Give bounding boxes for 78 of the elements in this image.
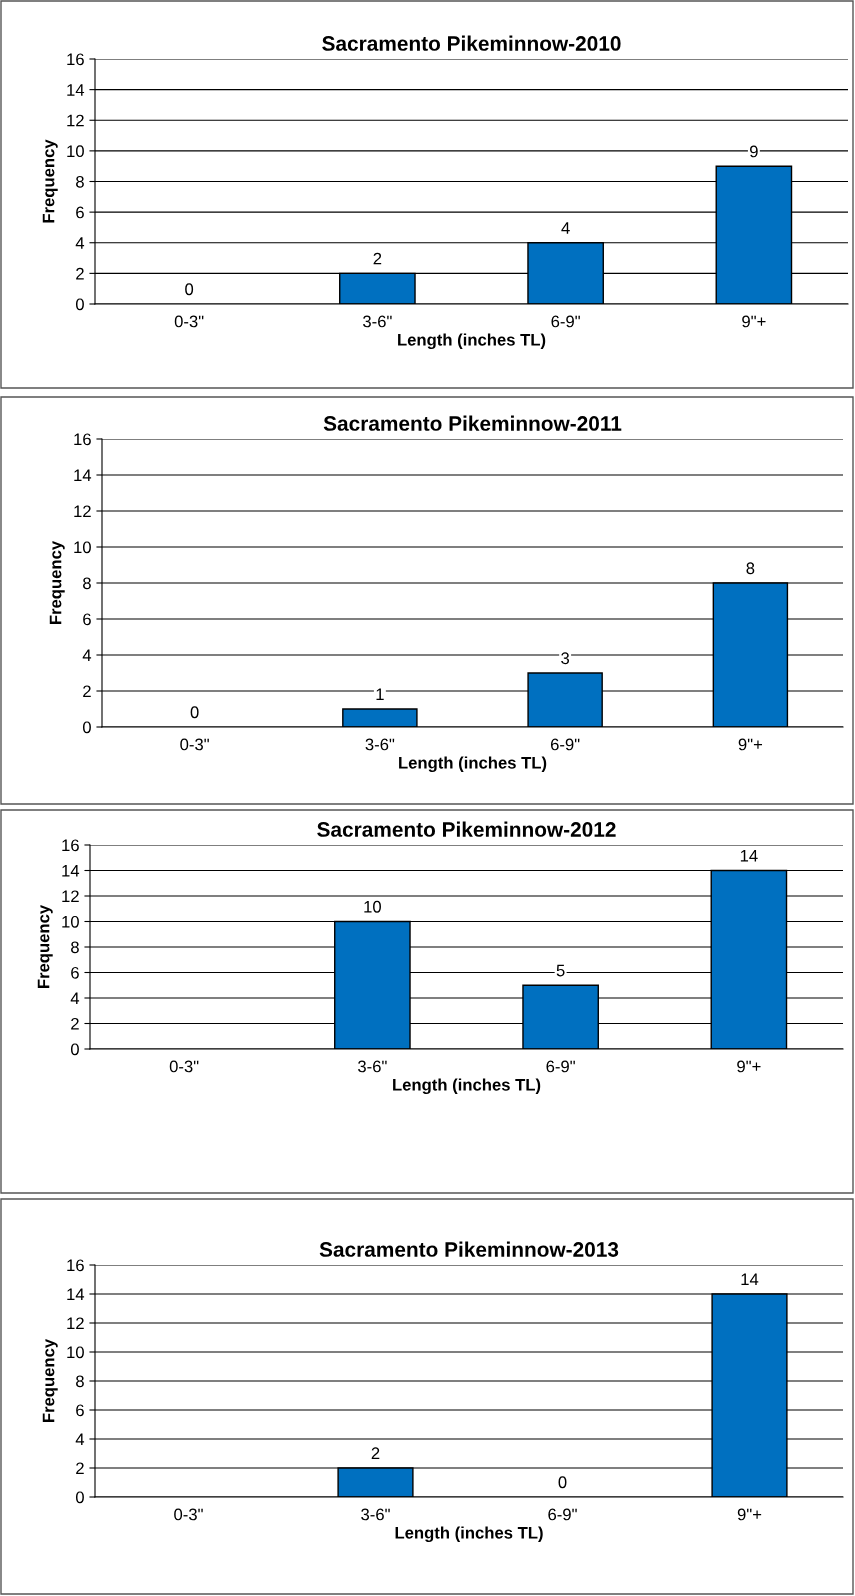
y-tick-label: 2 [76,267,84,280]
y-tick-label: 12 [67,1317,84,1330]
y-tick-label: 2 [76,1462,84,1475]
y-tick-label: 14 [74,469,92,482]
y-tick-label: 10 [67,1346,84,1359]
y-tick-label: 0 [70,1043,79,1056]
x-tick-label: 0-3" [174,315,204,328]
data-label: 3 [561,652,570,665]
y-tick-label: 6 [76,206,84,219]
y-tick-label: 0 [75,298,84,311]
x-tick-label: 0-3" [169,1060,199,1073]
x-tick-label: 0-3" [180,738,209,751]
x-tick-label: 9"+ [737,1060,761,1073]
chart-title: Sacramento Pikeminnow-2011 [323,415,622,431]
data-label: 0 [558,1476,567,1489]
y-tick-label: 14 [67,1288,85,1301]
x-axis-title: Length (inches TL) [393,1078,541,1095]
x-tick-label: 6-9" [551,315,580,328]
y-axis-title: Frequency [49,540,65,625]
y-tick-label: 6 [83,613,91,626]
y-tick-label: 0 [82,721,91,734]
y-tick-label: 14 [62,865,80,877]
y-tick-label: 8 [83,577,91,590]
x-tick-label: 0-3" [174,1508,203,1521]
y-tick-label: 16 [62,839,79,852]
data-label: 9 [750,145,758,158]
y-tick-label: 10 [67,145,84,158]
y-tick-label: 16 [67,53,84,66]
data-label: 5 [556,964,565,977]
y-axis-title: Frequency [42,1338,58,1423]
y-axis-title: Frequency [42,139,58,223]
x-tick-label: 9"+ [737,1508,762,1521]
x-tick-label: 3-6" [358,1060,387,1073]
y-tick-label: 6 [71,966,79,979]
x-tick-label: 9"+ [742,315,766,328]
y-tick-label: 12 [67,114,84,127]
y-tick-label: 14 [67,84,85,96]
y-tick-label: 10 [74,541,91,554]
y-tick-label: 12 [74,505,91,518]
x-tick-label: 3-6" [361,1508,390,1521]
y-tick-label: 8 [76,175,84,188]
y-tick-label: 10 [62,915,79,928]
data-label: 8 [746,562,755,575]
y-tick-label: 8 [71,941,79,954]
data-label: 0 [185,283,194,296]
x-tick-label: 3-6" [363,315,392,328]
y-tick-label: 4 [75,237,85,249]
data-label: 2 [371,1447,380,1459]
data-label: 1 [376,688,384,700]
y-tick-label: 4 [75,1433,85,1446]
x-tick-label: 6-9" [548,1508,577,1521]
x-tick-label: 6-9" [550,738,580,751]
chart-title: Sacramento Pikeminnow-2013 [319,1241,619,1257]
y-axis-title: Frequency [37,904,53,989]
x-axis-title: Length (inches TL) [399,756,547,773]
data-label: 0 [190,706,199,719]
data-label: 14 [740,850,758,862]
y-tick-label: 12 [62,890,79,903]
data-label: 4 [561,222,570,234]
y-tick-label: 8 [76,1375,84,1388]
x-tick-label: 9"+ [738,738,763,751]
y-tick-label: 2 [71,1017,79,1030]
y-tick-label: 6 [76,1404,84,1417]
y-tick-label: 0 [75,1491,84,1504]
x-axis-title: Length (inches TL) [395,1526,543,1543]
y-tick-label: 4 [82,649,92,662]
data-label: 14 [741,1273,759,1285]
y-tick-label: 2 [83,685,91,698]
x-axis-title: Length (inches TL) [398,333,546,350]
x-tick-label: 3-6" [365,738,395,751]
data-label: 10 [364,900,381,913]
x-tick-label: 6-9" [546,1060,575,1073]
data-label: 2 [373,252,382,265]
chart-title: Sacramento Pikeminnow-2012 [317,821,616,837]
y-tick-label: 16 [67,1259,84,1272]
chart-title: Sacramento Pikeminnow-2010 [322,35,621,51]
y-tick-label: 4 [70,992,80,1005]
y-tick-label: 16 [74,433,91,446]
